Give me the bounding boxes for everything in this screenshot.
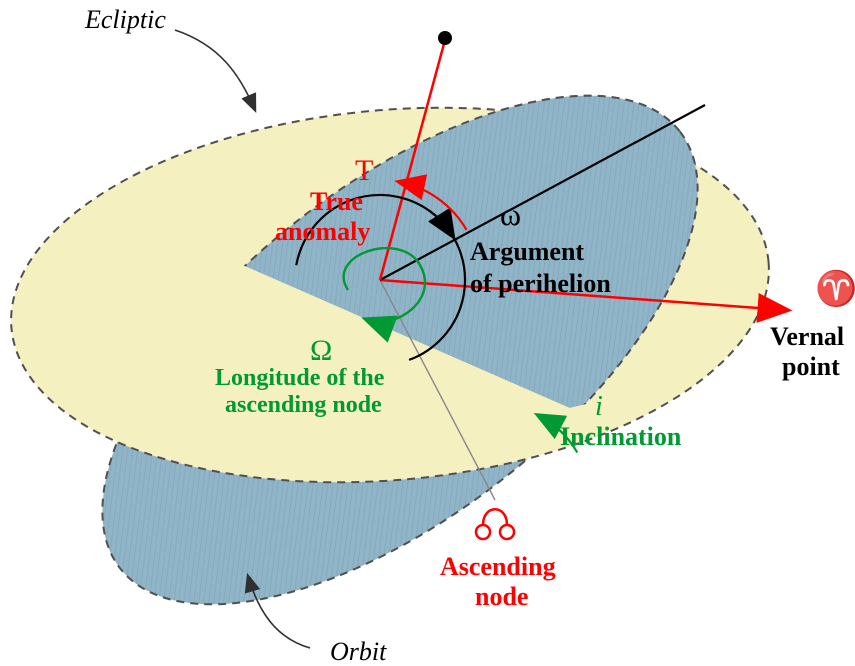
label-orbit: Orbit [330, 637, 387, 666]
planes-group [0, 1, 785, 666]
label-node: node [475, 582, 528, 611]
label-Omega_sym: Ω [310, 334, 332, 367]
label-ascnode1: ascending node [225, 392, 382, 418]
label-of_perihelion: of perihelion [470, 269, 611, 298]
label-vernal: Vernal [770, 322, 844, 351]
label-true: True [310, 187, 363, 216]
label-inclination: Inclination [560, 422, 682, 451]
label-ecliptic: Ecliptic [84, 5, 166, 34]
orbiting-body-dot [438, 31, 452, 45]
label-T_sym: T [355, 154, 373, 187]
ascending-node-symbol [476, 509, 514, 539]
label-i_sym: i [595, 391, 603, 422]
orbital-elements-diagram: ♈ Ecliptic Orbit TTrueanomaly ω Argument of p… [0, 0, 855, 666]
label-omega_sym: ω [500, 196, 521, 232]
label-argument: Argument [470, 237, 584, 266]
label-ascending: Ascending [440, 552, 556, 581]
label-longitude: Longitude of the [215, 365, 385, 391]
label-anomaly: anomaly [275, 217, 370, 246]
label-point: point [782, 352, 840, 381]
callout-ecliptic [175, 30, 255, 110]
vernal-point-symbol: ♈ [815, 269, 855, 308]
